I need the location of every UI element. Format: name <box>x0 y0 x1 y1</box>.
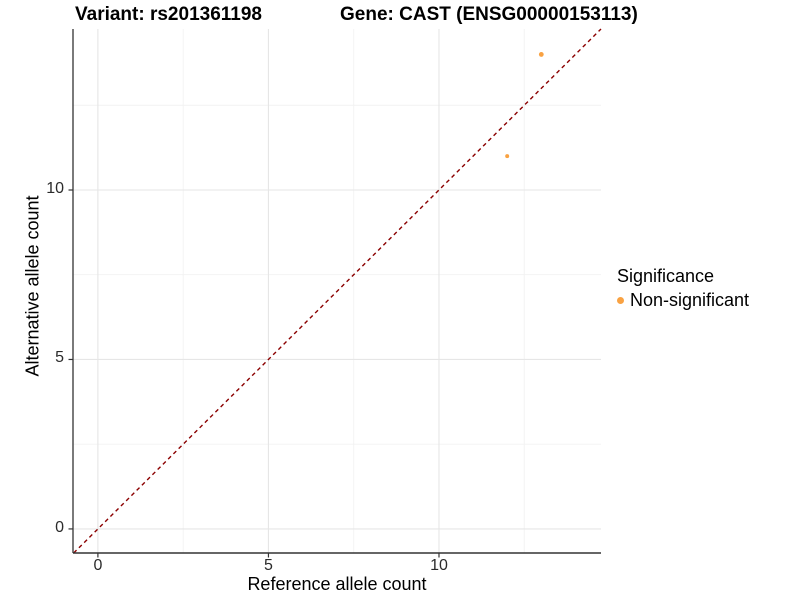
x-tick-label: 5 <box>263 557 273 574</box>
identity-line <box>73 28 602 554</box>
x-axis-title: Reference allele count <box>247 574 427 594</box>
data-point <box>538 52 544 57</box>
legend-item-non-significant: Non-significant <box>617 290 749 311</box>
plot-title-variant: Variant: rs201361198 <box>75 4 262 25</box>
legend-point-icon <box>617 297 624 304</box>
legend-item-label: Non-significant <box>630 290 750 310</box>
x-tick-label: 10 <box>430 557 448 574</box>
legend: Significance Non-significant <box>617 266 749 311</box>
legend-title: Significance <box>617 266 715 286</box>
y-tick-label: 10 <box>46 179 64 197</box>
x-tick-label: 0 <box>93 557 103 574</box>
y-tick-label: 0 <box>55 518 64 536</box>
plot-title-gene: Gene: CAST (ENSG00000153113) <box>340 4 638 25</box>
data-point <box>505 154 510 159</box>
y-tick-label: 5 <box>55 349 64 367</box>
